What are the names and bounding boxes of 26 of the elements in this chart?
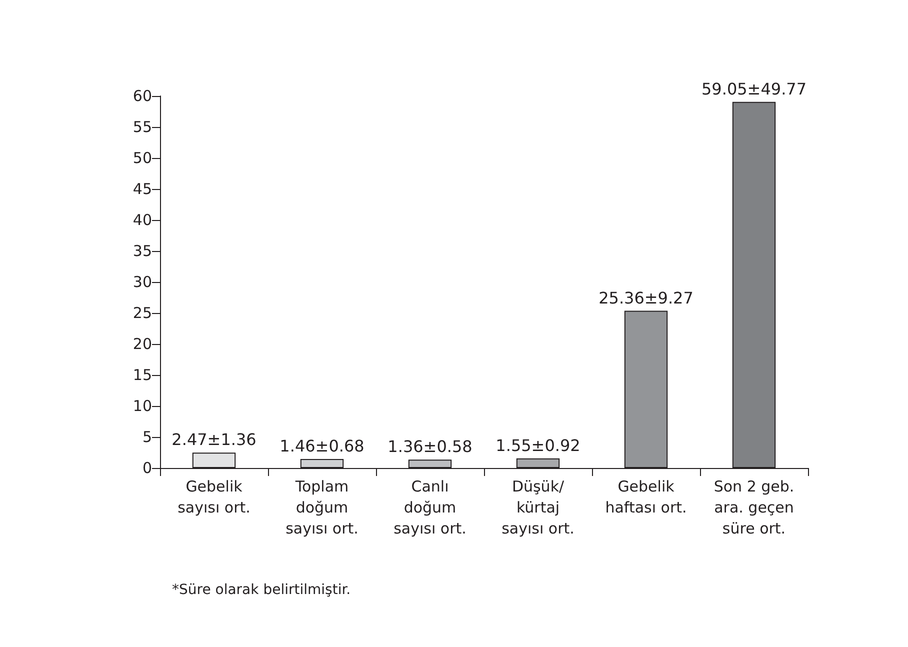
y-tick-label: 30 — [132, 273, 152, 291]
x-tick-label: Düşük/ kürtaj sayısı ort. — [502, 478, 574, 538]
y-tick-label: 50 — [132, 149, 152, 167]
y-tick-label: 60 — [132, 87, 152, 105]
data-label: 25.36±9.27 — [598, 288, 694, 308]
x-tick-label: Gebelik sayısı ort. — [178, 478, 250, 516]
text: *Süre olarak belirtilmiştir. — [172, 582, 351, 598]
data-label: 1.46±0.68 — [280, 436, 364, 456]
data-label: 1.36±0.58 — [388, 437, 472, 456]
x-tick-label: Gebelik haftası ort. — [605, 478, 687, 516]
y-tick-label: 15 — [132, 366, 152, 384]
data-label: 2.47±1.36 — [172, 430, 256, 450]
data-label: 1.55±0.92 — [496, 436, 580, 455]
y-tick-label: 35 — [132, 242, 152, 260]
x-tick-label: Toplam doğum sayısı ort. — [286, 478, 358, 538]
y-tick-label: 25 — [132, 304, 152, 322]
y-tick-label: 55 — [132, 118, 152, 136]
x-tick-label: Canlı doğum sayısı ort. — [394, 478, 466, 538]
x-tick-label: Son 2 geb. ara. geçen süre ort. — [714, 478, 794, 538]
y-tick-label: 40 — [132, 211, 152, 229]
y-tick-label: 0 — [142, 459, 152, 477]
y-tick-label: 10 — [132, 397, 152, 415]
y-tick-label: 5 — [142, 428, 152, 446]
y-tick-label: 20 — [132, 335, 152, 353]
y-tick-label: 45 — [132, 180, 152, 198]
data-label: 59.05±49.77 — [701, 79, 807, 98]
